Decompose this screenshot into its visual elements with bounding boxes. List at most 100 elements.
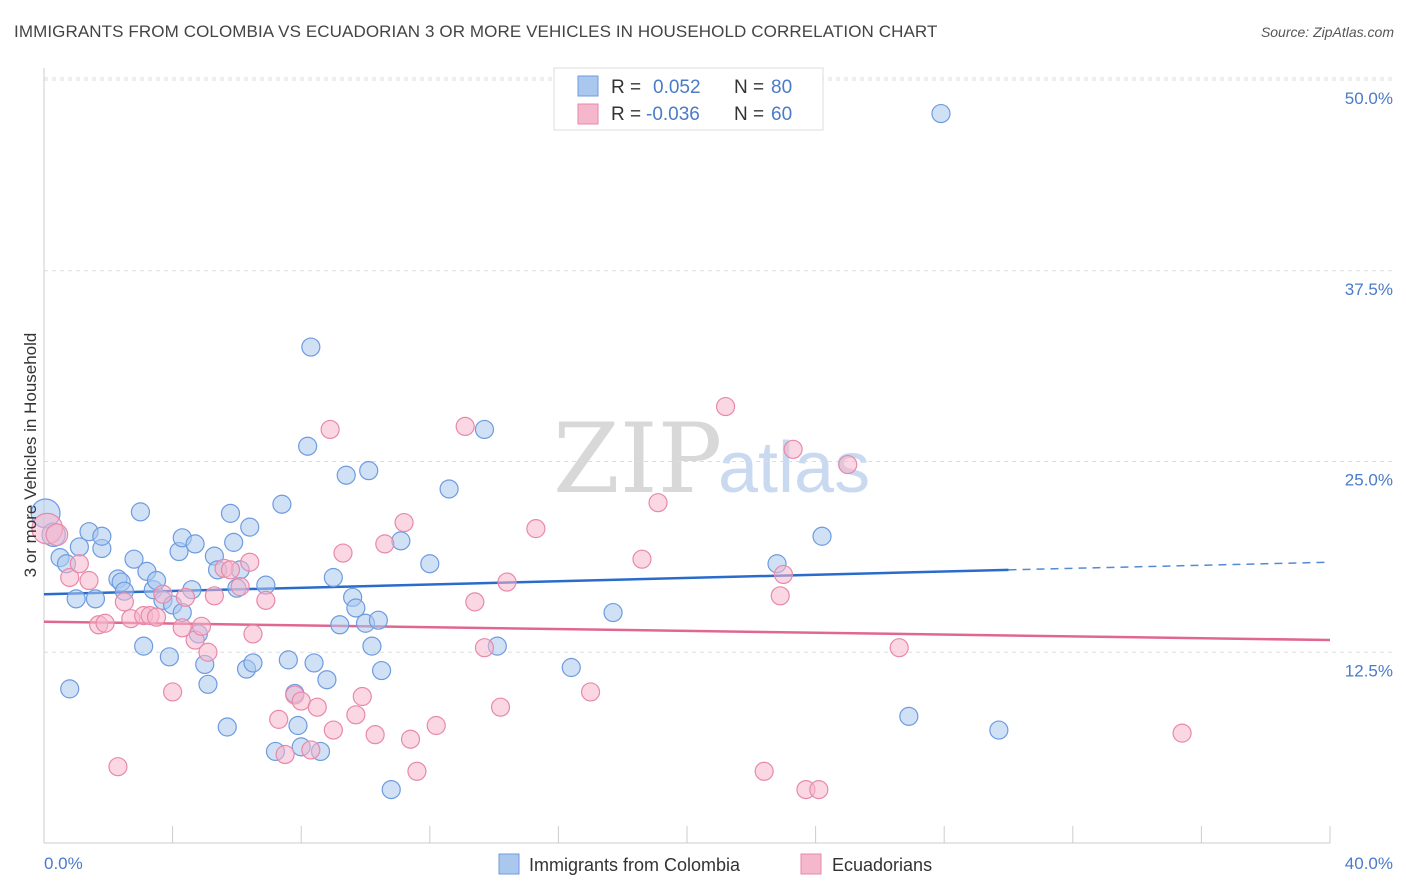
correlation-legend: R = 0.052 N = 80 R = -0.036 N = 60 — [553, 67, 824, 131]
point-ecuadorians — [352, 686, 372, 707]
point-colombia — [362, 636, 382, 656]
point-ecuadorians — [243, 624, 263, 644]
point-colombia — [134, 636, 154, 656]
legend-r-value-1: 0.052 — [653, 77, 701, 98]
y-tick-label-25: 25.0% — [1345, 471, 1393, 490]
point-colombia — [391, 531, 411, 551]
point-ecuadorians — [204, 586, 224, 606]
point-ecuadorians — [580, 682, 601, 702]
point-colombia — [217, 717, 237, 737]
point-ecuadorians — [291, 691, 311, 711]
point-ecuadorians — [146, 607, 167, 627]
trend-line-colombia — [43, 568, 1009, 596]
legend-n-value-1: 80 — [771, 77, 792, 98]
point-ecuadorians — [240, 552, 260, 572]
point-ecuadorians — [455, 416, 475, 437]
point-ecuadorians — [95, 613, 115, 633]
point-ecuadorians — [770, 586, 790, 606]
series-legend-label-ecuadorians: Ecuadorians — [832, 855, 932, 875]
point-ecuadorians — [889, 638, 909, 658]
legend-r-value-2: -0.036 — [646, 104, 700, 125]
point-ecuadorians — [394, 512, 414, 533]
point-ecuadorians — [301, 740, 321, 760]
y-tick-label-50: 50.0% — [1345, 89, 1393, 108]
series-legend-label-colombia: Immigrants from Colombia — [529, 855, 741, 875]
point-ecuadorians — [79, 570, 99, 591]
point-ecuadorians — [153, 584, 173, 604]
point-ecuadorians — [497, 572, 517, 592]
point-ecuadorians — [809, 779, 829, 800]
point-ecuadorians — [365, 725, 385, 745]
point-colombia — [899, 706, 919, 726]
point-colombia — [304, 653, 324, 673]
point-colombia — [60, 679, 80, 699]
point-colombia — [243, 653, 263, 673]
point-ecuadorians — [320, 419, 340, 440]
point-ecuadorians — [490, 697, 511, 717]
point-colombia — [288, 715, 308, 736]
point-ecuadorians — [526, 519, 546, 539]
point-colombia — [989, 720, 1009, 740]
point-colombia — [85, 589, 106, 609]
point-ecuadorians — [1172, 723, 1192, 743]
point-ecuadorians — [60, 567, 80, 588]
point-colombia — [298, 436, 318, 456]
point-colombia — [159, 647, 179, 667]
point-colombia — [220, 503, 241, 523]
point-colombia — [278, 650, 298, 670]
point-colombia — [240, 517, 260, 537]
point-ecuadorians — [163, 682, 183, 702]
point-colombia — [330, 615, 350, 635]
trend-line-ecuadorians — [43, 620, 1331, 642]
point-colombia — [185, 534, 205, 554]
source-credit: Source: ZipAtlas.com — [1260, 24, 1394, 40]
y-tick-label-37-5: 37.5% — [1345, 280, 1393, 299]
legend-r-label-2: R = — [611, 104, 641, 125]
point-colombia — [346, 598, 366, 618]
legend-n-label-2: N = — [734, 104, 764, 125]
point-colombia — [272, 494, 292, 514]
point-colombia — [439, 479, 459, 499]
series-legend: Immigrants from Colombia Ecuadorians — [498, 853, 932, 875]
point-colombia — [368, 610, 388, 630]
point-colombia — [198, 674, 218, 694]
data-points — [30, 103, 1192, 800]
point-ecuadorians — [323, 720, 343, 740]
point-ecuadorians — [632, 549, 652, 569]
point-ecuadorians — [715, 396, 736, 417]
point-ecuadorians — [108, 757, 128, 777]
point-colombia — [420, 554, 440, 574]
point-ecuadorians — [754, 761, 774, 781]
point-colombia — [812, 526, 832, 546]
point-colombia — [323, 567, 343, 588]
legend-r-label-1: R = — [611, 77, 641, 98]
point-ecuadorians — [407, 761, 427, 781]
point-colombia — [359, 461, 379, 481]
point-colombia — [224, 532, 244, 552]
point-colombia — [66, 589, 86, 609]
point-colombia — [130, 502, 151, 522]
point-ecuadorians — [230, 577, 250, 597]
point-ecuadorians — [45, 523, 69, 547]
point-ecuadorians — [400, 729, 421, 749]
point-ecuadorians — [220, 560, 241, 580]
y-tick-label-12-5: 12.5% — [1345, 661, 1393, 680]
point-colombia — [474, 419, 495, 440]
point-ecuadorians — [198, 642, 218, 662]
point-ecuadorians — [69, 554, 89, 574]
trend-lines — [43, 561, 1331, 642]
point-ecuadorians — [172, 618, 192, 638]
point-colombia — [561, 657, 581, 678]
series-legend-swatch-ecuadorians — [800, 853, 822, 875]
point-colombia — [317, 670, 337, 690]
legend-box — [553, 67, 824, 131]
point-ecuadorians — [783, 439, 803, 459]
point-colombia — [124, 549, 144, 569]
legend-n-value-2: 60 — [771, 104, 792, 125]
legend-n-label-1: N = — [734, 77, 764, 98]
point-ecuadorians — [648, 493, 668, 513]
point-ecuadorians — [773, 564, 794, 585]
point-ecuadorians — [465, 592, 485, 612]
point-ecuadorians — [269, 709, 289, 729]
